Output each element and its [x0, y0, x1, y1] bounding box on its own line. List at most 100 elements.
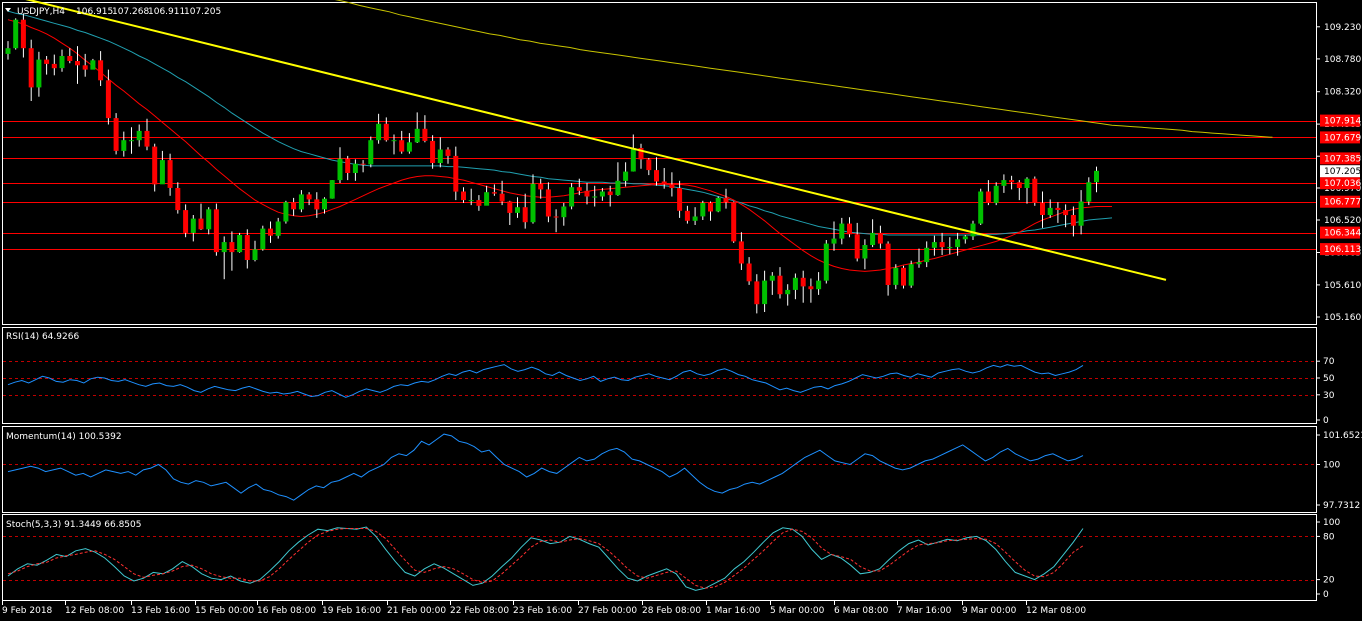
rsi-panel-frame — [2, 327, 1317, 424]
candle-body — [684, 210, 690, 221]
candle-body — [831, 238, 837, 244]
candle — [839, 217, 845, 245]
stoch-series-0 — [7, 526, 1084, 591]
candle-body — [785, 289, 791, 295]
candle-body — [993, 185, 999, 203]
stoch-tick-label: 20 — [1323, 576, 1335, 586]
price-tick-label: 109.230 — [1324, 23, 1361, 33]
price-level-badges: 107.914 107.679 107.385 107.036 106.777 106.3… — [1320, 114, 1361, 256]
candle — [1001, 174, 1007, 193]
price-panel[interactable]: 109.230108.780108.320107.865107.415106.9… — [2, 0, 1362, 325]
price-panel-frame — [2, 2, 1317, 325]
rsi-panel[interactable]: 70 50 30 0 RSI(14) 64.9266 — [2, 327, 1335, 427]
candle-body — [283, 202, 289, 222]
candle-body — [1009, 180, 1015, 183]
candle — [1009, 175, 1015, 190]
collapse-arrow-icon[interactable] — [5, 8, 11, 12]
current-price-badge — [1320, 165, 1360, 178]
candle — [854, 222, 860, 262]
candle-body — [870, 232, 876, 245]
candle — [584, 183, 590, 205]
candle-body — [924, 247, 930, 263]
candle — [908, 260, 914, 288]
candle-body — [75, 61, 80, 66]
level-badge-label: 106.777 — [1324, 198, 1361, 208]
stoch-y-axis: 100 80 20 0 — [1316, 518, 1340, 600]
candle-body — [669, 184, 675, 188]
candle — [206, 207, 212, 235]
candle-body — [198, 218, 204, 230]
candle-body — [291, 202, 297, 210]
candle-body — [445, 149, 451, 156]
candle-body — [816, 280, 822, 290]
candle — [28, 39, 34, 101]
level-badge — [1320, 195, 1360, 208]
candle-body — [862, 245, 868, 259]
candle-body — [484, 192, 490, 206]
candle — [484, 185, 490, 206]
candle-body — [229, 242, 235, 253]
candle — [268, 221, 273, 243]
candle — [901, 265, 906, 289]
candle-body — [136, 130, 142, 141]
candle — [1094, 166, 1099, 193]
candle-body — [715, 197, 721, 212]
trendline[interactable] — [8, 0, 1167, 281]
candle-body — [507, 201, 513, 213]
candle — [198, 203, 204, 230]
candle-body — [978, 191, 984, 224]
candle-body — [1016, 182, 1022, 188]
candle — [785, 284, 791, 306]
candle — [1070, 206, 1076, 237]
candle-body — [1055, 207, 1061, 210]
candle-body — [206, 209, 212, 230]
candle-body — [607, 191, 613, 196]
level-badge-label: 106.344 — [1324, 229, 1361, 239]
candle — [862, 239, 868, 270]
candle-body — [213, 209, 219, 253]
candle — [700, 200, 706, 220]
rsi-y-axis: 70 50 30 0 — [1316, 357, 1335, 426]
candle — [692, 207, 698, 225]
level-badge — [1320, 243, 1360, 256]
candle — [893, 264, 899, 290]
candle-body — [623, 171, 629, 181]
candle — [808, 278, 814, 303]
candle-body — [275, 221, 281, 236]
candle — [144, 118, 150, 151]
candle — [654, 157, 659, 186]
stoch-panel[interactable]: 100 80 20 0 Stoch(5,3,3) 91.3449 66.8505 — [2, 514, 1341, 601]
candle-body — [661, 181, 667, 185]
candle — [113, 113, 119, 155]
candle — [630, 134, 636, 172]
candle-body — [908, 264, 914, 286]
candle — [1055, 202, 1061, 223]
candle-body — [677, 188, 683, 211]
candle-body — [13, 19, 19, 49]
candle — [669, 172, 675, 197]
candle — [792, 273, 798, 300]
candle — [592, 185, 598, 207]
candle-body — [885, 243, 891, 285]
candle-body — [823, 243, 829, 281]
level-badge-label: 107.679 — [1324, 133, 1361, 143]
candle-body — [329, 180, 335, 199]
candle-body — [20, 19, 26, 49]
candle-body — [36, 59, 42, 88]
price-tick-label: 105.160 — [1324, 313, 1361, 323]
momentum-panel[interactable]: 101.6521 100 97.7312 Momentum(14) 100.5392 — [2, 426, 1362, 513]
candle — [885, 241, 891, 296]
rsi-tick-label: 30 — [1323, 391, 1335, 401]
candle — [847, 217, 852, 238]
candle-body — [430, 140, 436, 163]
candle-body — [244, 235, 250, 260]
candle-body — [491, 192, 497, 194]
candle-body — [383, 123, 389, 141]
level-badge-label: 107.914 — [1324, 117, 1361, 127]
stoch-panel-frame — [2, 514, 1317, 601]
momentum-series-0 — [7, 433, 1084, 501]
candle — [638, 143, 644, 169]
momentum-panel-title: Momentum(14) 100.5392 — [6, 432, 122, 442]
candle — [561, 202, 567, 226]
